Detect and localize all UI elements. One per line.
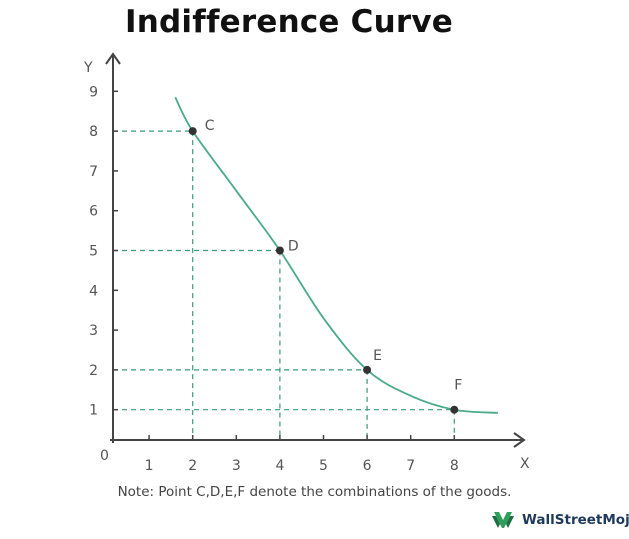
y-tick-label: 1 [89, 403, 98, 419]
ticks: 1 2 3 4 5 6 7 8 1 2 3 4 5 6 7 8 9 [89, 84, 459, 474]
wallstreetmojo-logo-icon [492, 512, 514, 528]
point-d [275, 246, 284, 255]
point-e [363, 365, 372, 374]
y-tick-label: 3 [89, 323, 98, 339]
y-axis-label: Y [83, 60, 93, 76]
x-tick-label: 1 [145, 458, 154, 474]
x-tick-label: 6 [363, 458, 372, 474]
x-tick-label: 5 [319, 458, 328, 474]
chart-note: Note: Point C,D,E,F denote the combinati… [117, 484, 512, 500]
x-axis-arrow [513, 432, 526, 448]
x-tick-label: 7 [406, 458, 415, 474]
y-tick-label: 2 [89, 363, 98, 379]
y-tick-label: 7 [89, 164, 98, 180]
brand-name: WallStreetMojo [522, 512, 629, 528]
point-c [188, 127, 197, 136]
y-tick-label: 4 [89, 283, 98, 299]
x-tick-label: 3 [232, 458, 241, 474]
brand-watermark: WallStreetMojo [490, 508, 629, 532]
guide-lines [113, 130, 455, 440]
point-label-e: E [373, 348, 382, 364]
origin-label: 0 [100, 448, 109, 464]
point-label-d: D [288, 239, 299, 255]
y-tick-label: 9 [89, 84, 98, 100]
indifference-curve-line [174, 96, 498, 414]
x-tick-label: 8 [450, 458, 459, 474]
x-tick-label: 2 [188, 458, 197, 474]
point-label-c: C [205, 118, 215, 134]
chart-title: Indifference Curve [125, 4, 453, 40]
y-tick-label: 6 [89, 204, 98, 220]
point-f [450, 405, 459, 414]
axes [105, 52, 526, 448]
y-axis-arrow [105, 52, 121, 65]
x-tick-label: 4 [275, 458, 284, 474]
x-axis-label: X [520, 456, 530, 472]
combination-points: C D E F [188, 118, 462, 414]
y-tick-label: 8 [89, 124, 98, 140]
y-tick-label: 5 [89, 244, 98, 260]
point-label-f: F [454, 378, 462, 394]
